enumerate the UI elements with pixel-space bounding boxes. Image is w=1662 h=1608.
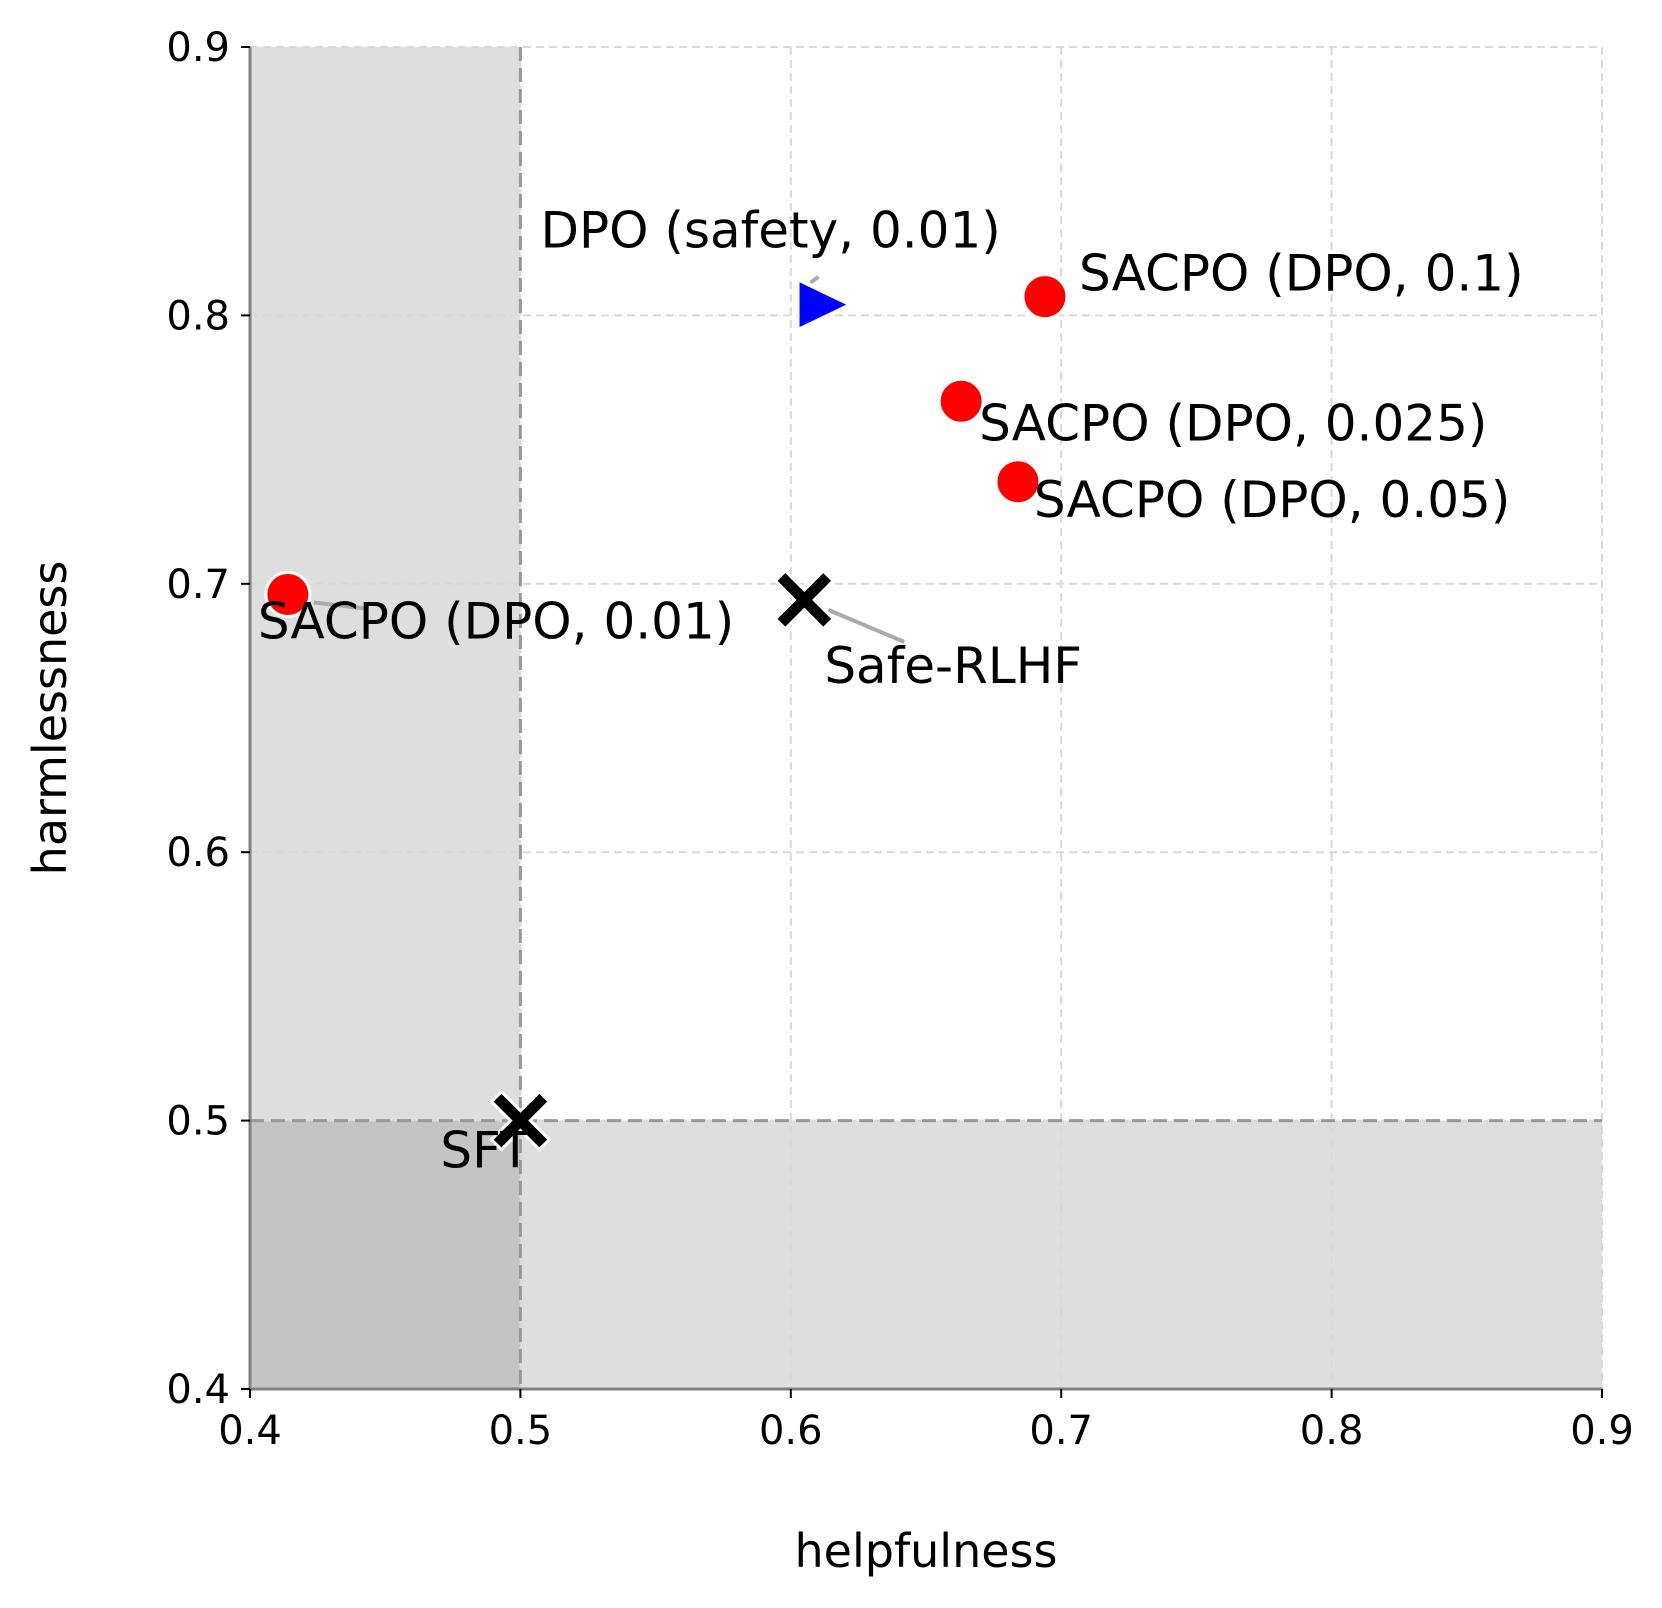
point-label: SACPO (DPO, 0.1) [1079,245,1524,303]
point-label: SACPO (DPO, 0.01) [258,593,734,651]
shaded-region-overlap [250,1120,521,1389]
y-tick-label: 0.4 [166,1367,230,1413]
point-label: DPO (safety, 0.01) [541,202,1001,260]
x-tick-label: 0.9 [1570,1408,1634,1454]
leader-line [313,600,367,611]
point-label: SFT [440,1122,531,1180]
leader-line [827,608,906,644]
x-axis-label: helpfulness [795,1524,1058,1578]
y-tick-label: 0.9 [166,25,230,71]
data-point-x [489,1089,552,1152]
x-tick-label: 0.4 [218,1408,282,1454]
x-tick-label: 0.6 [759,1408,823,1454]
data-point-circle [1021,273,1069,321]
data-point-triangle [797,279,851,331]
point-label: SACPO (DPO, 0.025) [979,394,1487,452]
y-tick-label: 0.5 [166,1099,230,1145]
data-point-circle [264,571,312,619]
x-tick-label: 0.8 [1300,1408,1364,1454]
leader-line [809,275,820,285]
point-label: SACPO (DPO, 0.05) [1034,471,1510,529]
point-label: Safe-RLHF [824,637,1082,695]
data-point-x-stroke [493,1093,548,1148]
y-axis-label: harmlessness [23,561,77,876]
y-tick-label: 0.7 [166,562,230,608]
data-point-x [773,568,836,631]
x-tick-label: 0.5 [489,1408,553,1454]
y-tick-label: 0.8 [166,293,230,339]
y-tick-label: 0.6 [166,830,230,876]
data-point-x-stroke [777,573,832,627]
x-tick-label: 0.7 [1029,1408,1093,1454]
data-point-circle [937,377,985,425]
data-point-circle [994,458,1042,506]
